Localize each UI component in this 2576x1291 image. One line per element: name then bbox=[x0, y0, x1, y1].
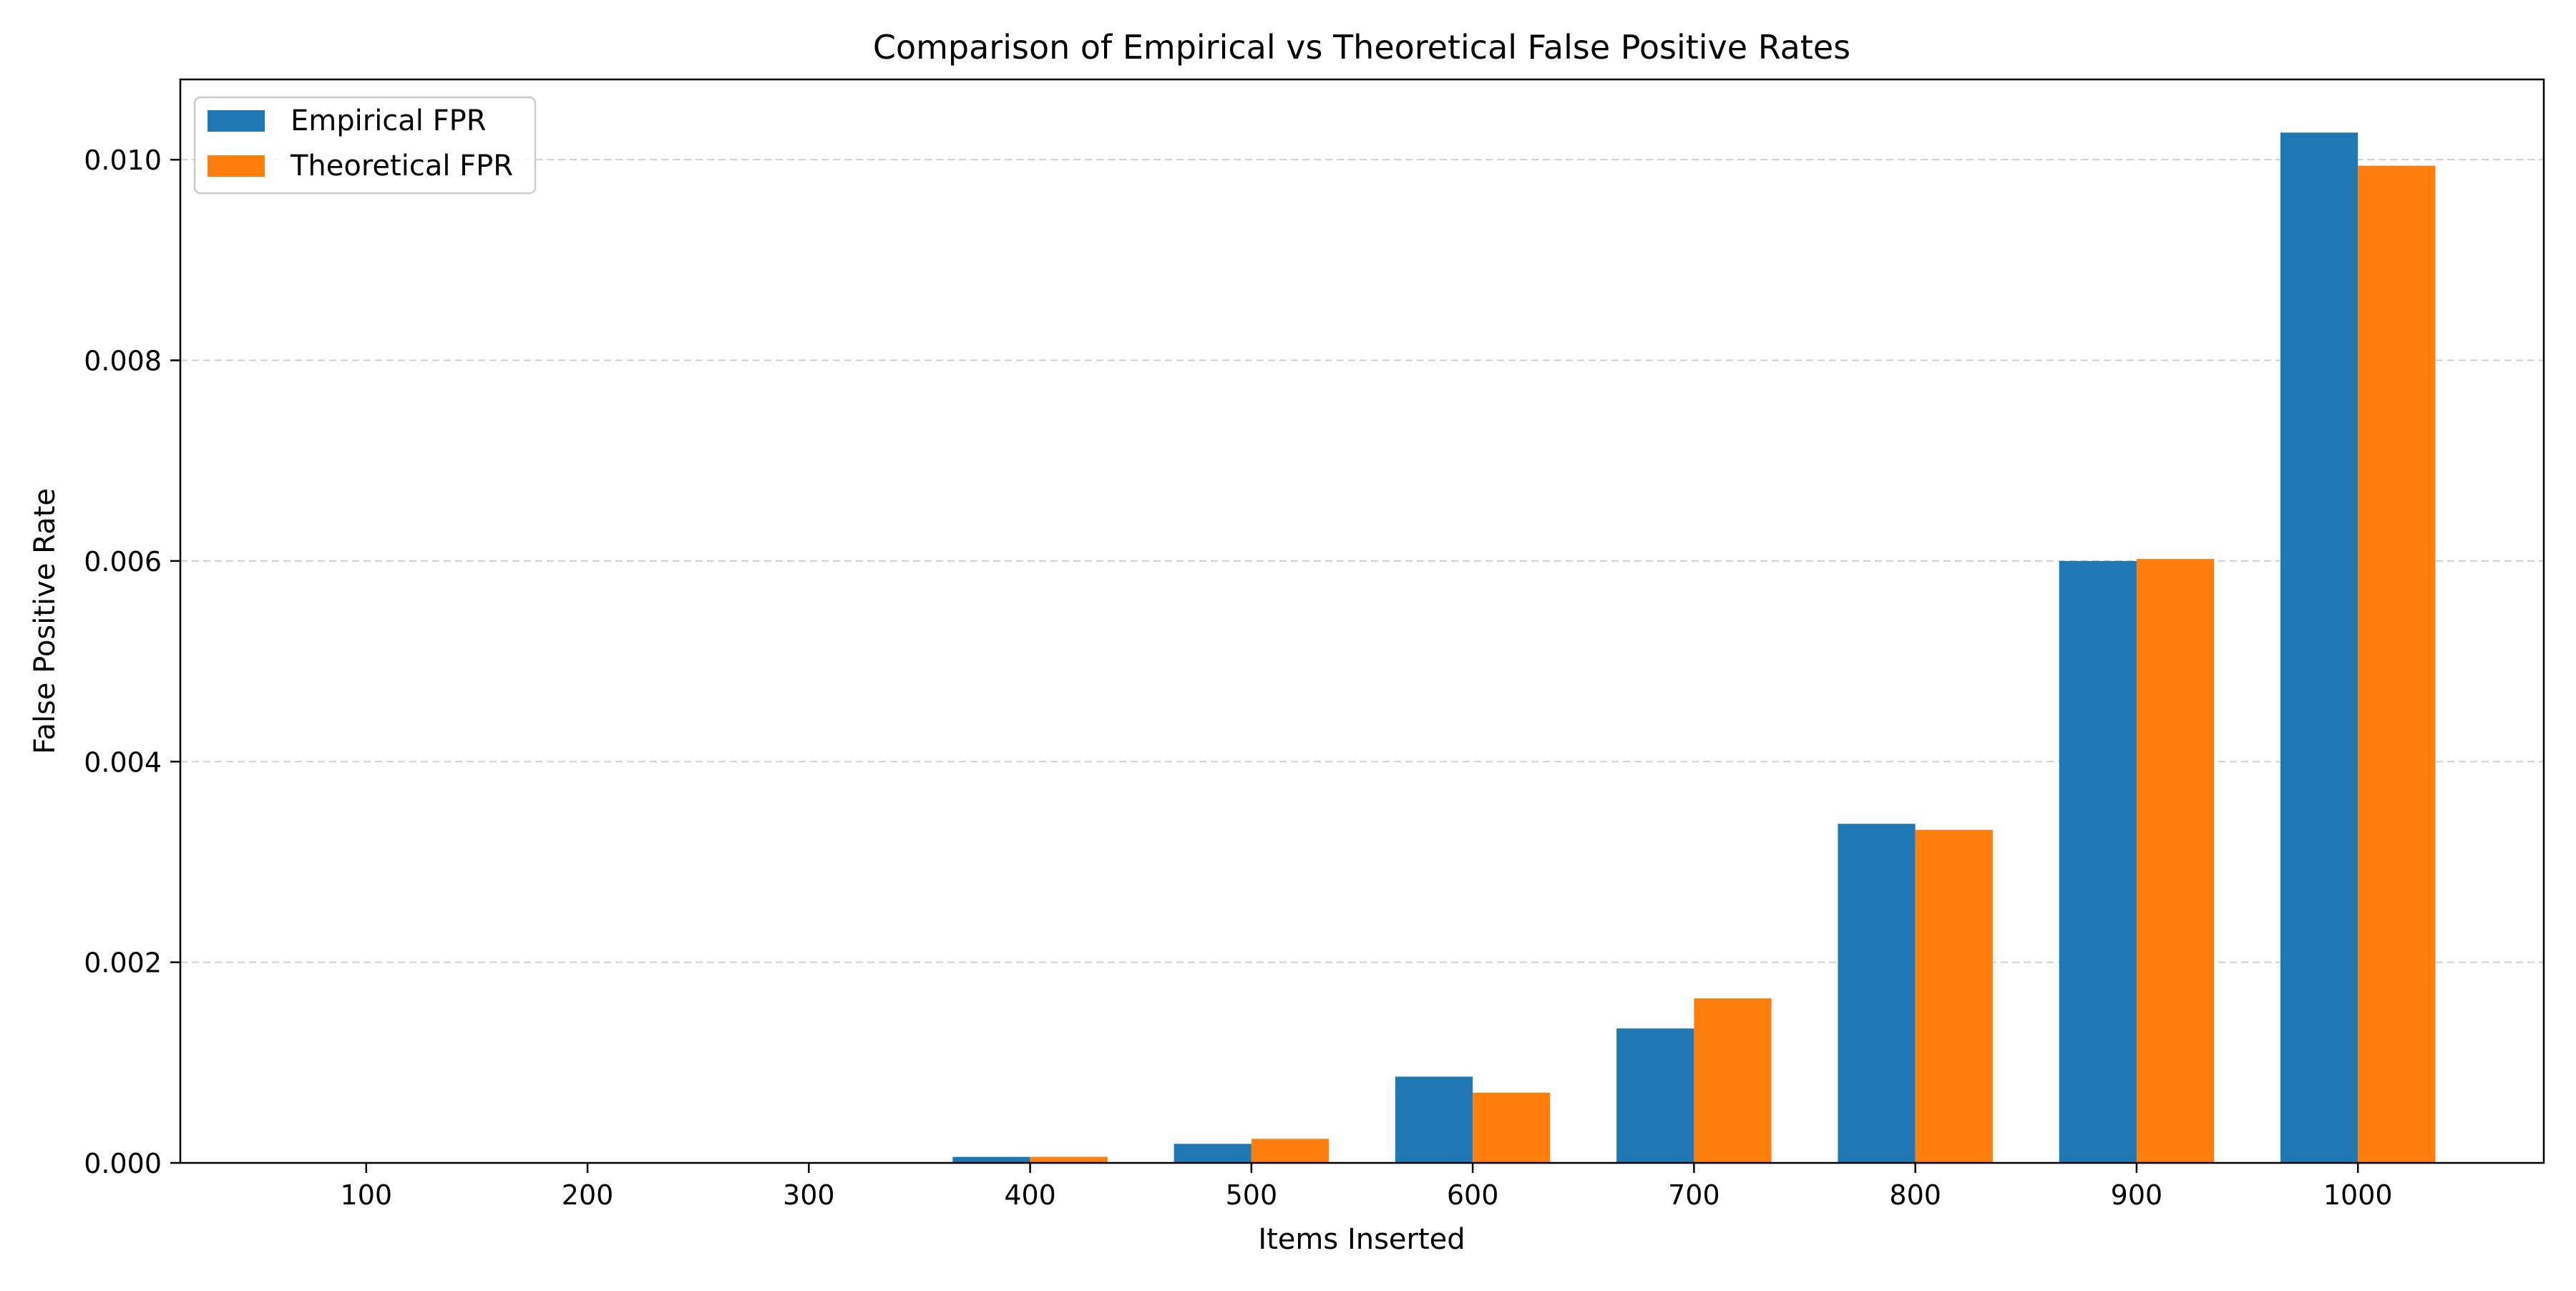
x-axis-label: Items Inserted bbox=[1258, 1223, 1465, 1256]
bar-empirical-500 bbox=[1174, 1144, 1252, 1163]
x-tick-label-100: 100 bbox=[341, 1179, 393, 1211]
y-tick-label-2: 0.004 bbox=[84, 746, 162, 778]
bar-empirical-400 bbox=[952, 1157, 1030, 1163]
x-tick-label-900: 900 bbox=[2111, 1179, 2163, 1211]
bar-empirical-1000 bbox=[2280, 132, 2358, 1163]
x-tick-label-600: 600 bbox=[1447, 1179, 1499, 1211]
x-tick-label-200: 200 bbox=[562, 1179, 614, 1211]
bar-theoretical-500 bbox=[1252, 1139, 1329, 1163]
y-tick-label-5: 0.010 bbox=[84, 145, 162, 176]
y-tick-label-3: 0.006 bbox=[84, 546, 162, 578]
bar-theoretical-1000 bbox=[2358, 166, 2435, 1163]
y-tick-label-1: 0.002 bbox=[84, 947, 162, 979]
y-tick-label-0: 0.000 bbox=[84, 1148, 162, 1179]
bar-theoretical-600 bbox=[1473, 1093, 1550, 1163]
bar-empirical-700 bbox=[1616, 1028, 1694, 1163]
chart-title: Comparison of Empirical vs Theoretical F… bbox=[873, 28, 1850, 67]
bar-theoretical-700 bbox=[1694, 998, 1771, 1163]
bar-empirical-800 bbox=[1838, 824, 1915, 1163]
bar-empirical-900 bbox=[2059, 561, 2137, 1163]
x-tick-label-300: 300 bbox=[783, 1179, 835, 1211]
legend-label-empirical: Empirical FPR bbox=[291, 104, 487, 137]
x-tick-label-500: 500 bbox=[1226, 1179, 1278, 1211]
y-tick-label-4: 0.008 bbox=[84, 346, 162, 377]
legend: Empirical FPR Theoretical FPR bbox=[195, 97, 535, 193]
x-tick-label-400: 400 bbox=[1004, 1179, 1056, 1211]
legend-swatch-theoretical bbox=[208, 155, 265, 177]
bar-theoretical-900 bbox=[2137, 559, 2214, 1163]
x-tick-label-700: 700 bbox=[1668, 1179, 1720, 1211]
legend-label-theoretical: Theoretical FPR bbox=[290, 150, 513, 182]
bar-theoretical-800 bbox=[1916, 830, 1993, 1163]
bar-empirical-600 bbox=[1395, 1076, 1473, 1163]
y-axis-label: False Positive Rate bbox=[29, 488, 62, 754]
x-tick-label-1000: 1000 bbox=[2323, 1179, 2393, 1211]
bar-theoretical-400 bbox=[1030, 1157, 1108, 1163]
x-tick-label-800: 800 bbox=[1889, 1179, 1941, 1211]
legend-swatch-empirical bbox=[208, 110, 265, 132]
